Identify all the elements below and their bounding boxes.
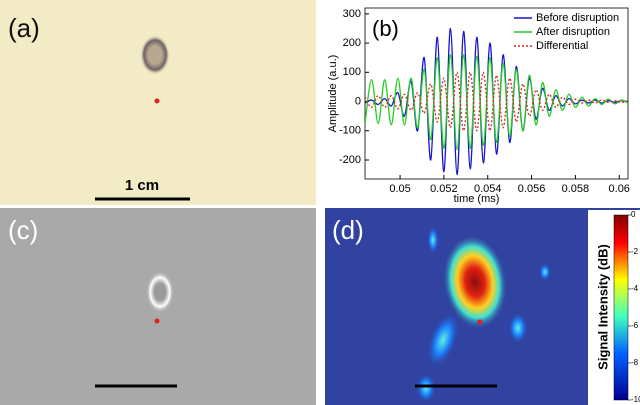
y-tick-label: -200: [339, 154, 361, 166]
blob: [416, 373, 436, 403]
panel-label: (c): [8, 215, 38, 245]
colorbar: [613, 214, 629, 401]
blob: [539, 263, 551, 281]
panel-d: (d) Signal Intensity (dB): [325, 208, 640, 405]
y-tick-label: 300: [343, 8, 361, 20]
colorbar-tick-label: -8: [631, 358, 639, 367]
colorbar-tick-label: -4: [631, 284, 639, 293]
panel-label: (a): [8, 13, 40, 43]
y-axis-label: Amplitude (a.u.): [327, 55, 339, 133]
hotspot: [442, 234, 508, 330]
x-tick-label: 0.052: [430, 183, 458, 195]
y-tick-label: 100: [343, 66, 361, 78]
blob: [508, 312, 528, 344]
series-line: [365, 54, 628, 151]
legend-label: Before disruption: [536, 12, 619, 24]
x-tick-label: 0.058: [562, 183, 590, 195]
y-tick-label: 200: [343, 37, 361, 49]
x-tick-label: 0.054: [474, 183, 502, 195]
y-tick-label: -100: [339, 125, 361, 137]
y-tick-label: 0: [355, 95, 361, 107]
marker-dot: [154, 318, 160, 324]
colorbar-label: Signal Intensity (dB): [595, 244, 610, 370]
bubble: [140, 35, 170, 75]
panel-c: (c): [0, 208, 316, 405]
scale-label: 1 cm: [125, 177, 159, 194]
marker-dot: [154, 98, 160, 104]
colorbar-tick-label: -2: [631, 247, 639, 256]
x-tick-label: 0.06: [609, 183, 630, 195]
x-tick-label: 0.056: [518, 183, 546, 195]
panel-label: (d): [332, 215, 364, 245]
colorbar-tick-label: -10: [631, 395, 640, 404]
line-chart: -200 -100 0 100 200 300 0.05 0.052 0.054 0.056 0.0…: [327, 7, 630, 205]
panel-a: 1 cm (a): [0, 0, 316, 205]
legend-label: Differential: [536, 40, 588, 52]
blob: [426, 311, 460, 369]
legend-label: After disruption: [536, 26, 610, 38]
series-line: [365, 71, 628, 132]
marker-dot: [477, 319, 483, 325]
colorbar-tick-label: 0: [631, 210, 636, 219]
bubble: [146, 271, 174, 313]
blob: [427, 226, 439, 254]
colorbar-tick-label: -6: [631, 321, 639, 330]
x-axis-label: time (ms): [454, 193, 500, 205]
x-tick-label: 0.05: [389, 183, 410, 195]
chart-title: (b): [372, 16, 399, 41]
